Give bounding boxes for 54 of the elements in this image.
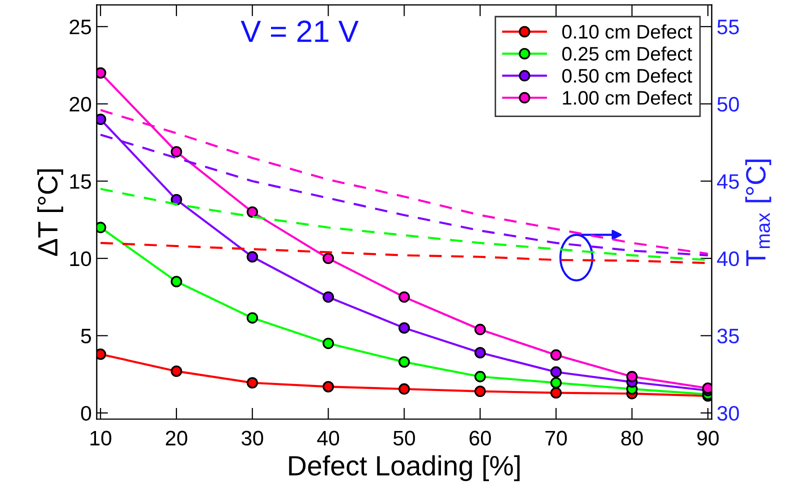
point [170, 194, 182, 206]
point [474, 346, 486, 358]
legend-label: 1.00 cm Defect [562, 90, 692, 105]
y-tick-label: 25 [70, 20, 91, 34]
y-axis-title: ΔT [°C] [37, 169, 64, 256]
point [550, 377, 562, 388]
point [550, 366, 562, 378]
x-tick-label: 80 [621, 430, 643, 446]
y-tick-label: 0 [81, 406, 92, 421]
point [474, 324, 486, 336]
legend-label: 0.50 cm Defect [562, 68, 692, 83]
point [474, 370, 486, 382]
point [170, 276, 182, 288]
point [246, 377, 258, 388]
x-tick-label: 40 [317, 430, 340, 446]
point [322, 338, 334, 350]
x-tick-label: 10 [90, 430, 112, 446]
x-axis-title: Defect Loading [%] [289, 455, 520, 482]
y-tick-label: 20 [70, 96, 92, 112]
point [398, 383, 410, 395]
y2-tick-label: 50 [717, 96, 739, 112]
legend-label: 0.10 cm Defect [562, 24, 692, 39]
y2-tick-label: 40 [717, 251, 739, 266]
point [626, 370, 638, 382]
x-tick-label: 60 [470, 430, 491, 446]
legend-label: 0.25 cm Defect [562, 46, 692, 61]
x-tick-label: 30 [242, 430, 264, 446]
y-tick-label: 10 [70, 251, 92, 266]
y-tick-label: 5 [81, 328, 91, 344]
point [246, 251, 258, 263]
point [398, 356, 410, 368]
annotation: V = 21 V [240, 20, 359, 42]
point [246, 206, 258, 218]
point [322, 252, 334, 264]
y2-axis-title: T$_{max}$ [°C] [745, 160, 772, 266]
point [322, 380, 334, 392]
point [246, 312, 258, 324]
y2-tick-label: 45 [717, 174, 739, 189]
point [474, 386, 486, 397]
x-tick-label: 70 [546, 430, 567, 446]
point [322, 291, 334, 303]
x-tick-label: 90 [697, 430, 719, 446]
point [170, 366, 182, 377]
y2-tick-label: 55 [717, 20, 739, 34]
point [398, 291, 410, 303]
point [550, 349, 562, 361]
y2-tick-label: 30 [717, 406, 739, 421]
point [550, 387, 562, 399]
y-tick-label: 15 [70, 174, 91, 189]
point [398, 322, 410, 334]
x-tick-label: 50 [393, 430, 415, 446]
x-tick-label: 20 [166, 430, 188, 446]
y2-tick-label: 35 [717, 328, 739, 344]
point [170, 146, 182, 158]
